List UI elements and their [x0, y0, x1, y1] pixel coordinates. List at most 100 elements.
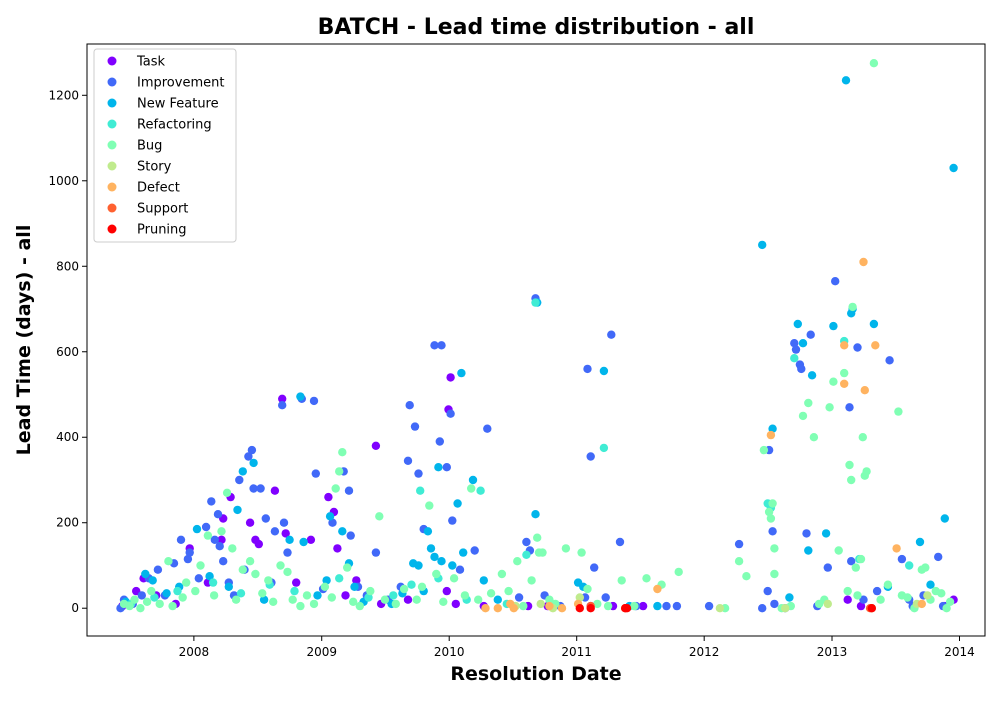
data-point: [335, 574, 344, 583]
data-point: [306, 535, 316, 544]
data-point: [344, 486, 354, 495]
data-point: [261, 514, 270, 523]
data-point: [215, 542, 224, 551]
data-point: [599, 366, 609, 376]
data-point: [148, 576, 157, 585]
data-point: [439, 597, 448, 606]
data-point: [949, 163, 958, 173]
data-point: [276, 561, 285, 570]
data-point: [236, 589, 246, 598]
data-point: [222, 488, 232, 497]
data-point: [770, 544, 779, 553]
series-defect: [481, 257, 926, 613]
data-point: [185, 548, 194, 557]
legend-box: [93, 48, 237, 243]
data-point: [575, 604, 584, 613]
data-point: [536, 599, 545, 609]
legend-label: Defect: [137, 181, 180, 196]
legend-marker: [107, 203, 117, 213]
data-point: [853, 591, 862, 600]
data-point: [155, 599, 164, 609]
data-point: [338, 448, 347, 457]
data-point: [153, 565, 163, 574]
data-point: [207, 497, 216, 506]
data-point: [309, 396, 319, 406]
data-point: [141, 569, 150, 579]
data-point: [194, 574, 203, 583]
data-point: [437, 341, 446, 350]
data-point: [845, 403, 854, 412]
data-point: [945, 597, 955, 606]
data-point: [557, 604, 567, 613]
data-point: [173, 586, 182, 596]
data-point: [940, 514, 949, 523]
data-point: [798, 411, 808, 421]
data-point: [412, 595, 421, 604]
data-point: [862, 467, 871, 476]
data-point: [845, 460, 854, 470]
data-point: [583, 584, 592, 594]
data-point: [125, 601, 134, 611]
data-point: [328, 518, 337, 527]
data-point: [407, 580, 416, 589]
data-point: [561, 544, 571, 553]
data-point: [296, 392, 305, 401]
legend-label: Bug: [137, 139, 162, 154]
data-point: [903, 593, 912, 602]
data-point: [672, 601, 682, 611]
data-point: [238, 467, 247, 476]
data-point: [430, 341, 439, 350]
data-point: [806, 330, 815, 339]
data-point: [366, 586, 375, 596]
data-point: [371, 548, 381, 557]
data-point: [807, 371, 817, 380]
data-point: [603, 601, 613, 611]
data-point: [283, 567, 292, 577]
y-tick-label: 1000: [48, 174, 79, 188]
data-point: [247, 445, 257, 455]
data-point: [715, 604, 725, 613]
data-point: [191, 586, 200, 596]
data-point: [391, 599, 400, 609]
data-point: [869, 59, 879, 68]
data-point: [493, 595, 502, 604]
data-point: [768, 424, 777, 433]
data-point: [615, 537, 625, 547]
data-point: [168, 601, 177, 611]
y-tick-label: 0: [71, 601, 79, 615]
data-point: [522, 550, 531, 559]
legend-marker: [107, 161, 117, 171]
data-point: [405, 401, 414, 410]
data-point: [704, 601, 714, 611]
data-point: [449, 574, 459, 583]
data-point: [856, 601, 866, 611]
legend-label: Pruning: [137, 223, 187, 238]
data-point: [770, 599, 779, 609]
data-point: [533, 533, 542, 542]
data-point: [781, 604, 790, 613]
axis-ticks: 2008 2009 2010 2011 2012 2013 2014 0 200 400 600 80…: [48, 88, 974, 659]
data-point: [183, 554, 193, 564]
data-point: [770, 569, 779, 579]
data-point: [843, 586, 852, 596]
data-point: [209, 591, 219, 600]
data-point: [283, 548, 292, 557]
data-point: [926, 580, 935, 589]
data-point: [859, 595, 868, 604]
data-point: [942, 604, 951, 613]
data-point: [254, 539, 263, 549]
data-point: [593, 599, 602, 609]
legend-label: Story: [137, 160, 172, 175]
data-point: [285, 535, 294, 544]
data-point: [278, 401, 287, 410]
data-point: [147, 586, 156, 596]
plot-frame: [86, 43, 986, 637]
data-point: [249, 458, 258, 468]
data-point: [599, 443, 609, 453]
data-point: [217, 535, 226, 544]
data-point: [410, 422, 420, 431]
data-point: [296, 601, 305, 611]
data-point: [642, 574, 651, 583]
x-tick-label: 2011: [561, 645, 592, 659]
data-point: [590, 563, 599, 572]
